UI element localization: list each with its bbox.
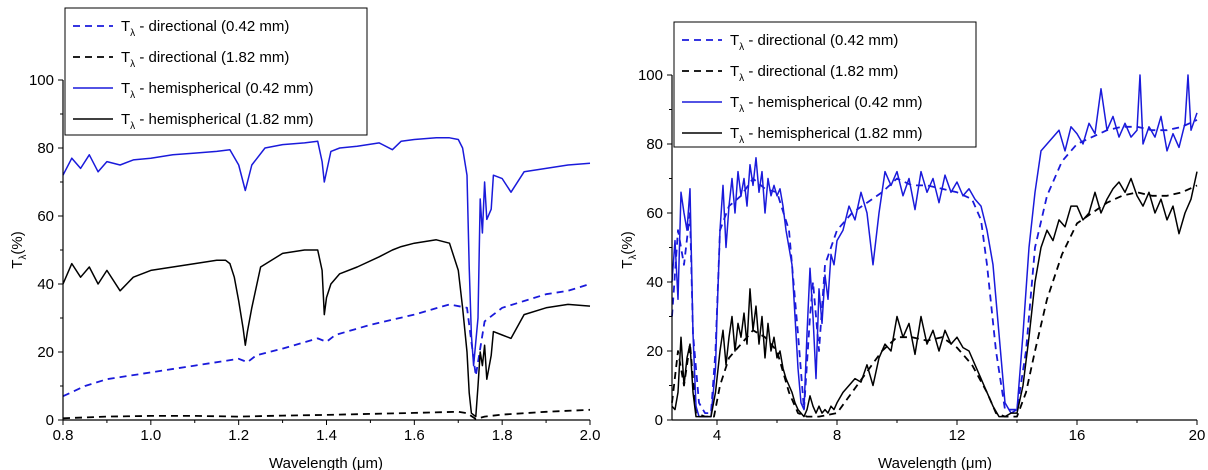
y-tick-label: 40 (37, 276, 54, 293)
y-tick-label: 100 (638, 67, 663, 84)
x-axis-title: Wavelength (μm) (878, 455, 992, 470)
y-tick-label: 100 (29, 72, 54, 89)
y-tick-label: 80 (37, 140, 54, 157)
legend: Tλ - directional (0.42 mm) Tλ - direction… (64, 7, 368, 136)
x-tick-label: 8 (833, 427, 841, 444)
legend-label: Tλ - directional (1.82 mm) (730, 63, 898, 84)
legend-label: Tλ - hemispherical (0.42 mm) (730, 94, 923, 115)
y-tick-label: 20 (646, 343, 663, 360)
x-tick-label: 1.2 (228, 427, 249, 444)
y-tick-label: 0 (46, 412, 54, 429)
legend-label: Tλ - hemispherical (1.82 mm) (121, 111, 314, 132)
x-tick-label: 1.8 (492, 427, 513, 444)
y-axis-ticks: 0 20 40 60 80 100 (638, 67, 672, 429)
x-axis-ticks: 4 8 12 16 20 (713, 420, 1206, 444)
y-tick-label: 20 (37, 344, 54, 361)
legend-label: Tλ - hemispherical (0.42 mm) (121, 80, 314, 101)
y-tick-label: 60 (37, 208, 54, 225)
y-axis-title: Tλ(%) (9, 231, 29, 269)
x-tick-label: 16 (1069, 427, 1086, 444)
legend-label: Tλ - directional (1.82 mm) (121, 49, 289, 70)
x-tick-label: 2.0 (580, 427, 601, 444)
legend: Tλ - directional (0.42 mm) Tλ - direction… (673, 21, 977, 148)
legend-label: Tλ - directional (0.42 mm) (121, 18, 289, 39)
x-tick-label: 4 (713, 427, 721, 444)
y-axis-ticks: 0 20 40 60 80 100 (29, 72, 63, 429)
series-line-3 (671, 171, 1198, 418)
series-line-1 (62, 408, 591, 420)
legend-label: Tλ - hemispherical (1.82 mm) (730, 125, 923, 146)
x-tick-label: 12 (949, 427, 966, 444)
series-line-3 (62, 239, 591, 418)
series-line-0 (671, 119, 1198, 414)
chart-right: 4 8 12 16 20 0 20 40 60 80 100 Wavelength (μm) Tλ… (619, 21, 1206, 470)
x-tick-label: 0.8 (53, 427, 74, 444)
y-axis-title: Tλ(%) (619, 231, 639, 269)
legend-box (64, 7, 368, 136)
x-tick-label: 1.4 (316, 427, 337, 444)
x-tick-label: 20 (1189, 427, 1206, 444)
x-axis-ticks: 0.8 1.0 1.2 1.4 1.6 1.8 2.0 (53, 420, 601, 444)
y-tick-label: 40 (646, 274, 663, 291)
x-tick-label: 1.0 (140, 427, 161, 444)
series-line-0 (62, 283, 591, 398)
x-tick-label: 1.6 (404, 427, 425, 444)
legend-label: Tλ - directional (0.42 mm) (730, 32, 898, 53)
series-line-2 (671, 74, 1198, 418)
y-tick-label: 60 (646, 205, 663, 222)
chart-left: 0.8 1.0 1.2 1.4 1.6 1.8 2.0 0 20 40 60 80 100 Wavel… (9, 7, 601, 470)
series-line-1 (671, 184, 1198, 418)
legend-box (673, 21, 977, 148)
x-axis-title: Wavelength (μm) (269, 455, 383, 470)
y-tick-label: 0 (655, 412, 663, 429)
series-line-2 (62, 137, 591, 367)
series-layer (671, 74, 1198, 418)
series-layer (62, 137, 591, 420)
y-tick-label: 80 (646, 136, 663, 153)
